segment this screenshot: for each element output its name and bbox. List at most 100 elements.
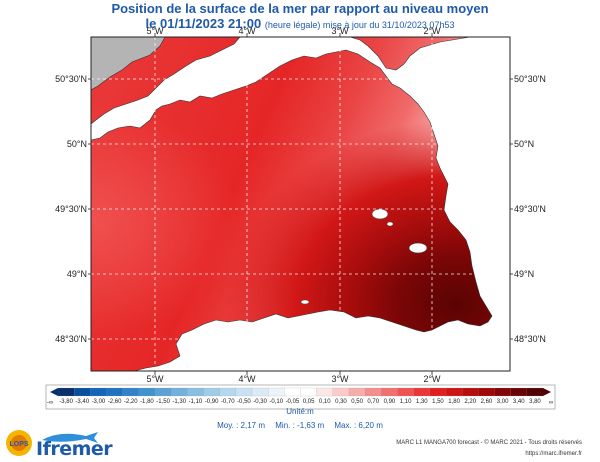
colorbar-arrow-high <box>543 388 551 396</box>
colorbar-label: -0,70 <box>221 399 235 405</box>
lat-left-48-30: 48°30'N <box>55 334 87 344</box>
colorbar-swatch <box>268 387 285 397</box>
lon-top-5w: 5°W <box>146 26 164 36</box>
colorbar-swatch <box>494 387 512 397</box>
update-info: (heure légale) mise à jour du 31/10/2023… <box>264 20 455 30</box>
map-frame <box>90 36 511 372</box>
island-jersey <box>408 242 428 254</box>
lat-left-49: 49°N <box>67 269 87 279</box>
colorbar-label: -0,50 <box>237 399 251 405</box>
stat-max: Max. : 6,20 m <box>334 421 383 430</box>
colorbar-low-end: -∞ <box>47 400 53 406</box>
island-sark <box>386 221 394 227</box>
island-guernsey <box>371 208 389 220</box>
island-brehat <box>300 299 310 305</box>
colorbar-label: -0,10 <box>269 399 283 405</box>
stat-min: Min. : -1,63 m <box>275 421 325 430</box>
lat-left-50-30: 50°30'N <box>55 74 87 84</box>
map-title: Position de la surface de la mer par rap… <box>111 1 489 16</box>
colorbar-label: 2,60 <box>481 399 493 405</box>
lon-top-2w: 2°W <box>423 26 441 36</box>
colorbar-swatch <box>478 387 495 397</box>
footer-credits: MARC L1 MANGA700 forecast - © MARC 2021 … <box>396 440 582 446</box>
colorbar-high-end: ∞ <box>549 400 553 406</box>
colorbar-swatch <box>251 387 269 397</box>
colorbar: -3,80 -3,40 -3,00 -2,60 -2,20 -1,80 -1,50 -1,30… <box>50 387 551 405</box>
colorbar-label: 1,30 <box>416 399 428 405</box>
colorbar-swatch <box>203 387 221 397</box>
colorbar-label: 2,20 <box>464 399 476 405</box>
footer-url[interactable]: https://marc.ifremer.fr <box>525 451 582 457</box>
colorbar-swatch <box>397 387 415 397</box>
ifremer-fish-icon <box>42 432 98 443</box>
colorbar-label: 0,10 <box>319 399 331 405</box>
lon-bottom-4w: 4°W <box>238 374 256 384</box>
colorbar-label: -1,30 <box>172 399 186 405</box>
colorbar-swatch <box>316 387 334 397</box>
colorbar-label: 1,10 <box>400 399 412 405</box>
graticule <box>91 37 510 371</box>
colorbar-label: -0,30 <box>253 399 267 405</box>
lops-logo-text: LOPS <box>9 441 28 448</box>
lat-right-50-30: 50°30'N <box>514 74 546 84</box>
colorbar-swatch <box>90 387 107 397</box>
colorbar-swatch <box>122 387 140 397</box>
colorbar-swatch <box>284 387 301 397</box>
colorbar-label: -2,20 <box>124 399 138 405</box>
colorbar-swatch <box>300 387 318 397</box>
colorbar-swatch <box>219 387 237 397</box>
colorbar-swatch <box>154 387 172 397</box>
colorbar-label: 3,00 <box>497 399 509 405</box>
lat-left-50: 50°N <box>67 139 87 149</box>
colorbar-swatch <box>74 387 91 397</box>
colorbar-label: 1,50 <box>432 399 444 405</box>
lat-right-49: 49°N <box>514 269 534 279</box>
colorbar-label: 0,50 <box>351 399 363 405</box>
colorbar-swatch <box>429 387 447 397</box>
lat-left-49-30: 49°30'N <box>55 204 87 214</box>
lat-right-50: 50°N <box>514 139 534 149</box>
colorbar-label: -1,50 <box>156 399 170 405</box>
lat-right-49-30: 49°30'N <box>514 204 546 214</box>
colorbar-swatch <box>365 387 382 397</box>
lon-bottom-2w: 2°W <box>423 374 441 384</box>
colorbar-swatch <box>510 387 528 397</box>
colorbar-label: 0,70 <box>367 399 379 405</box>
colorbar-label: -2,60 <box>108 399 122 405</box>
stat-mean: Moy. : 2,17 m <box>217 421 266 430</box>
colorbar-swatch <box>171 387 188 397</box>
colorbar-label: -0,05 <box>286 399 300 405</box>
colorbar-label: -3,40 <box>75 399 89 405</box>
lon-top-4w: 4°W <box>238 26 256 36</box>
lon-bottom-3w: 3°W <box>331 374 349 384</box>
lat-right-48-30: 48°30'N <box>514 334 546 344</box>
colorbar-swatch <box>187 387 204 397</box>
colorbar-label: 3,40 <box>513 399 525 405</box>
colorbar-swatch <box>57 387 75 397</box>
colorbar-swatch <box>106 387 124 397</box>
map-subtitle: le 01/11/2023 21:00 (heure légale) mise … <box>0 16 600 33</box>
colorbar-label: -0,90 <box>205 399 219 405</box>
colorbar-swatch <box>381 387 398 397</box>
france-land <box>91 37 510 371</box>
forecast-date: le 01/11/2023 21:00 <box>145 16 262 31</box>
colorbar-arrow-low <box>50 388 58 396</box>
colorbar-label: 0,05 <box>303 399 315 405</box>
uk-land <box>91 37 166 91</box>
colorbar-label: -1,80 <box>140 399 154 405</box>
colorbar-swatch <box>462 387 479 397</box>
stats-line: Moy. : 2,17 m Min. : -1,63 m Max. : 6,20… <box>0 421 600 430</box>
lops-logo-icon: LOPS <box>6 430 32 456</box>
colorbar-swatch <box>413 387 431 397</box>
colorbar-label: 1,80 <box>448 399 460 405</box>
colorbar-label: -3,80 <box>59 399 73 405</box>
colorbar-label: -1,10 <box>189 399 203 405</box>
colorbar-label: 0,30 <box>335 399 347 405</box>
colorbar-swatch <box>332 387 350 397</box>
colorbar-swatch <box>138 387 156 397</box>
colorbar-swatch <box>526 387 544 397</box>
lon-top-3w: 3°W <box>331 26 349 36</box>
colorbar-label: 0,90 <box>384 399 396 405</box>
colorbar-swatch <box>348 387 366 397</box>
